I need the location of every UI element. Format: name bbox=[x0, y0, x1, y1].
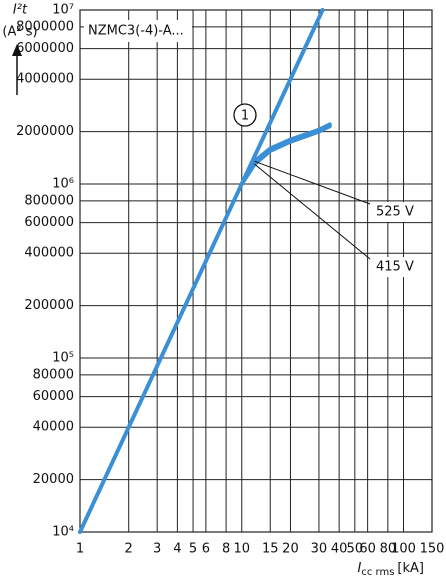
y-arrow-head bbox=[12, 44, 22, 56]
x-tick-label: 10 bbox=[233, 542, 250, 557]
x-label-subscript: cc rms bbox=[361, 567, 394, 578]
x-tick-label: 150 bbox=[420, 542, 445, 557]
x-tick-label: 8 bbox=[222, 542, 230, 557]
series-label: 525 V bbox=[376, 205, 414, 220]
x-tick-label: 20 bbox=[282, 542, 299, 557]
series-label: 1 bbox=[241, 109, 249, 124]
note-bg bbox=[84, 20, 192, 42]
x-tick-label: 1 bbox=[76, 542, 84, 557]
x-label-symbol: I bbox=[358, 561, 362, 576]
y-tick-label: 8000000 bbox=[16, 19, 74, 34]
y-tick-label: 2000000 bbox=[16, 124, 74, 139]
series-line bbox=[239, 124, 332, 186]
x-tick-label: 30 bbox=[311, 542, 328, 557]
series-line bbox=[78, 8, 325, 534]
y-tick-label: 10⁴ bbox=[52, 525, 74, 540]
y-tick-label: 4000000 bbox=[16, 72, 74, 87]
leader-line bbox=[254, 163, 371, 260]
y-tick-label: 800000 bbox=[24, 193, 74, 208]
x-tick-label: 6 bbox=[202, 542, 210, 557]
x-tick-label: 100 bbox=[391, 542, 416, 557]
y-tick-label: 10⁵ bbox=[52, 351, 74, 366]
x-tick-label: 40 bbox=[331, 542, 348, 557]
x-tick-label: 80 bbox=[380, 542, 397, 557]
y-tick-label: 200000 bbox=[24, 298, 74, 313]
y-tick-label: 400000 bbox=[24, 246, 74, 261]
label-bg bbox=[372, 202, 416, 222]
series-marker-circle bbox=[233, 103, 257, 127]
label-bg bbox=[372, 257, 416, 277]
y-tick-label: 10⁶ bbox=[52, 177, 74, 192]
x-tick-label: 4 bbox=[173, 542, 181, 557]
y-label-symbol: I²t bbox=[13, 3, 28, 18]
x-tick-label: 3 bbox=[153, 542, 161, 557]
x-tick-label: 50 bbox=[347, 542, 364, 557]
series-label: 415 V bbox=[376, 260, 414, 275]
x-tick-label: 15 bbox=[262, 542, 279, 557]
y-tick-label: 60000 bbox=[33, 389, 74, 404]
x-label-unit: [kA] bbox=[397, 561, 424, 576]
x-tick-label: 2 bbox=[125, 542, 133, 557]
y-tick-label: 20000 bbox=[33, 472, 74, 487]
y-tick-label: 10⁷ bbox=[52, 3, 74, 18]
y-tick-label: 6000000 bbox=[16, 41, 74, 56]
note: NZMC3(-4)-A... bbox=[88, 24, 184, 39]
x-tick-label: 60 bbox=[359, 542, 376, 557]
leader-line bbox=[254, 160, 371, 205]
y-tick-label: 40000 bbox=[33, 420, 74, 435]
x-label: Icc rms [kA] bbox=[358, 561, 424, 579]
x-tick-label: 5 bbox=[189, 542, 197, 557]
y-tick-label: 600000 bbox=[24, 215, 74, 230]
y-label-unit: (A² s) bbox=[2, 25, 37, 40]
y-tick-label: 80000 bbox=[33, 367, 74, 382]
